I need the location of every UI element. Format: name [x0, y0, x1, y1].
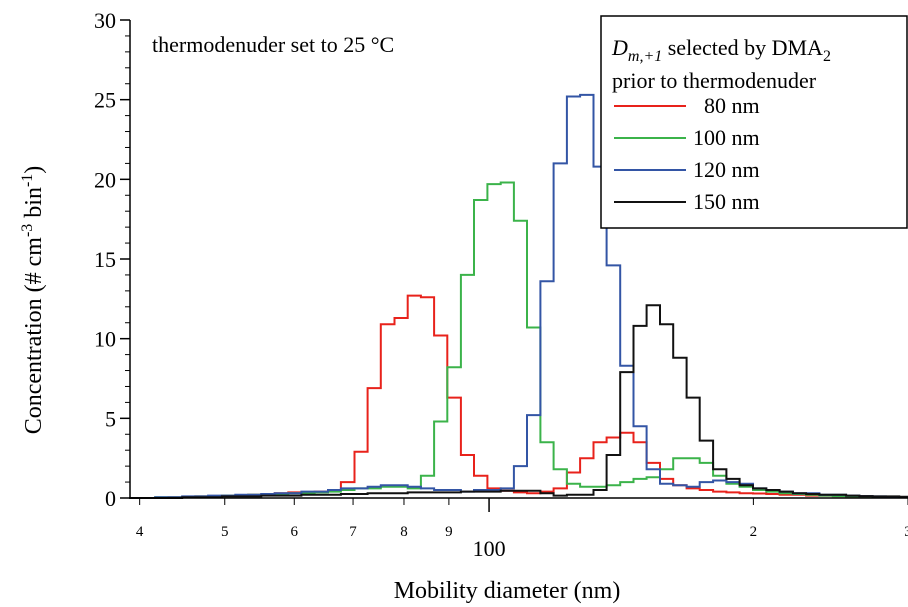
series-line-0 [129, 294, 908, 499]
x-minor-tick-label: 7 [349, 524, 357, 540]
chart-annotation: thermodenuder set to 25 °C [152, 32, 394, 57]
y-tick-label: 25 [94, 88, 116, 113]
x-minor-tick-label: 8 [400, 524, 408, 540]
x-axis-title: Mobility diameter (nm) [394, 578, 621, 604]
x-minor-tick-label: 5 [221, 524, 229, 540]
series-line-1 [129, 181, 908, 499]
legend-label-0: 80 nm [704, 93, 760, 118]
y-tick-label: 0 [105, 486, 116, 511]
x-minor-tick-label: 3 [904, 524, 908, 540]
legend-label-1: 100 nm [693, 125, 760, 150]
y-tick-label: 15 [94, 247, 116, 272]
y-tick-label: 5 [105, 406, 116, 431]
legend: Dm,+1 selected by DMA2 prior to thermode… [600, 15, 908, 229]
y-ticks: 0 5 10 15 20 25 30 [94, 8, 130, 511]
plot-series [129, 93, 908, 499]
legend-items: 80 nm 100 nm 120 nm 150 nm [614, 93, 760, 214]
x-major-tick-label: 100 [473, 536, 506, 561]
y-tick-label: 20 [94, 167, 116, 192]
series-line-3 [129, 304, 908, 499]
legend-title-line2: prior to thermodenuder [612, 68, 817, 93]
legend-label-2: 120 nm [693, 157, 760, 182]
x-minor-tick-label: 9 [445, 524, 453, 540]
x-minor-tick-label: 4 [136, 524, 144, 540]
x-ticks: 4 5 6 7 8 9 2 3 100 [136, 498, 908, 561]
y-axis-title: Concentration (# cm-3 bin-1) [19, 166, 47, 435]
legend-box [600, 15, 908, 229]
legend-label-3: 150 nm [693, 189, 760, 214]
y-tick-label: 10 [94, 327, 116, 352]
legend-title-line1: Dm,+1 selected by DMA2 [611, 35, 831, 65]
x-minor-tick-label: 2 [750, 524, 758, 540]
y-tick-label: 30 [94, 8, 116, 33]
x-minor-tick-label: 6 [291, 524, 299, 540]
